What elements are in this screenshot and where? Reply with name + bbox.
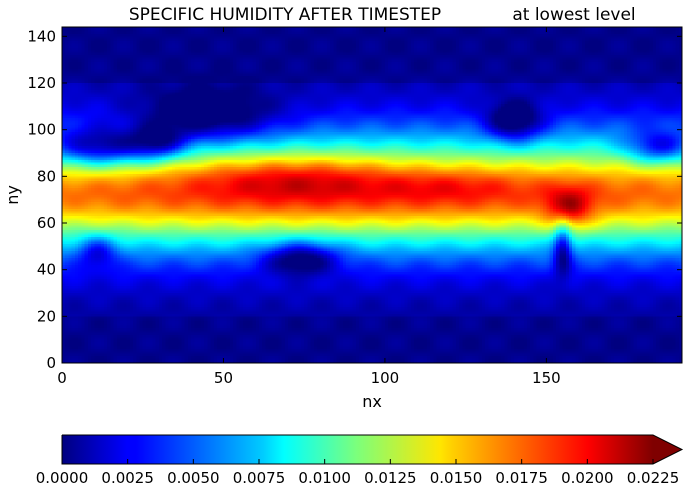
x-axis-label: nx [362, 392, 382, 411]
colorbar-tick-label: 0.0025 [101, 469, 154, 487]
chart-title-right: at lowest level [512, 5, 635, 25]
colorbar-tick-label: 0.0225 [627, 469, 680, 487]
colorbar-tick-label: 0.0200 [561, 469, 614, 487]
colorbar-tick-label: 0.0150 [430, 469, 483, 487]
y-tick-label: 40 [37, 261, 56, 279]
plot-frame [61, 26, 683, 364]
y-tick-label: 60 [37, 214, 56, 232]
x-tick-label: 100 [371, 369, 400, 387]
y-axis-label: ny [3, 185, 22, 205]
y-tick-label: 100 [27, 121, 56, 139]
y-tick-label: 140 [27, 27, 56, 45]
y-axis: 0 20 40 60 80 100 120 140 [27, 27, 682, 372]
x-tick-label: 50 [214, 369, 233, 387]
x-axis: 0 50 100 150 [57, 27, 561, 387]
colorbar-tick-label: 0.0050 [167, 469, 220, 487]
colorbar-tick-label: 0.0125 [364, 469, 417, 487]
colorbar: 0.0000 0.0025 0.0050 0.0075 0.0100 0.0125 0.01… [36, 434, 684, 487]
colorbar-ticks: 0.0000 0.0025 0.0050 0.0075 0.0100 0.0125 0.01… [36, 459, 680, 487]
colorbar-tick-label: 0.0000 [36, 469, 89, 487]
colorbar-tick-label: 0.0075 [233, 469, 286, 487]
heatmap-plot [61, 26, 683, 364]
y-tick-label: 120 [27, 74, 56, 92]
x-tick-label: 0 [57, 369, 67, 387]
colorbar-tick-label: 0.0100 [298, 469, 351, 487]
heatmap-canvas [62, 27, 682, 363]
y-tick-label: 80 [37, 167, 56, 185]
y-tick-label: 20 [37, 307, 56, 325]
x-tick-label: 150 [532, 369, 561, 387]
colorbar-tick-label: 0.0175 [495, 469, 548, 487]
y-tick-label: 0 [46, 354, 56, 372]
colorbar-extend-arrow [653, 435, 682, 464]
chart-title-left: SPECIFIC HUMIDITY AFTER TIMESTEP [129, 5, 441, 25]
colorbar-gradient [62, 435, 653, 464]
